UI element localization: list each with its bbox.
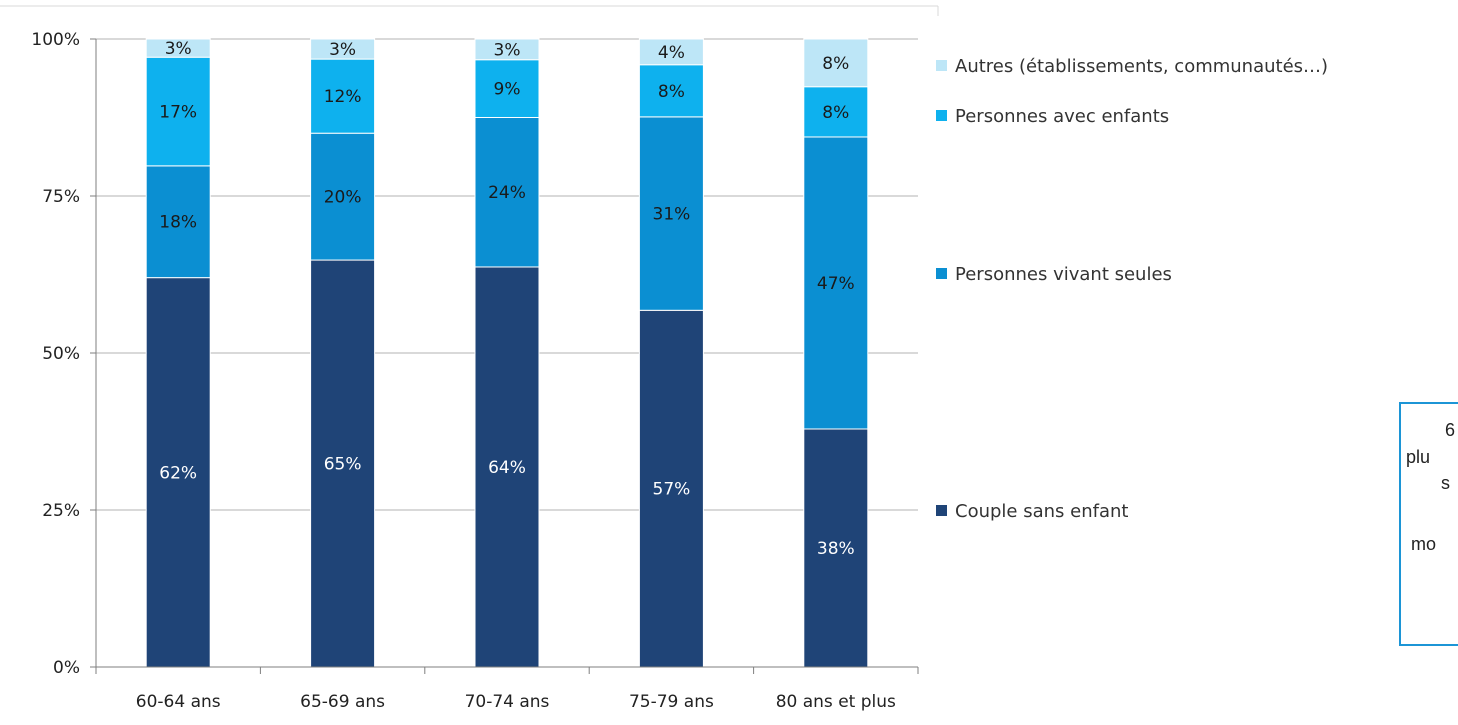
legend-swatch bbox=[936, 60, 947, 71]
bar-segment bbox=[638, 38, 704, 66]
bar-data-label: 3% bbox=[165, 39, 192, 59]
y-tick-label: 50% bbox=[42, 344, 80, 364]
bar-segment bbox=[474, 59, 540, 118]
bar-segment bbox=[145, 56, 211, 167]
bar-segment bbox=[803, 86, 869, 138]
bar-data-label: 65% bbox=[324, 455, 362, 475]
bar-segment bbox=[474, 117, 540, 268]
legend-label: Personnes vivant seules bbox=[955, 264, 1172, 285]
bar-data-label: 31% bbox=[653, 205, 691, 225]
bar-group: 62% 18% 17% 3% 65% 20% 12% 3% 64% 24% 9% 3% 57% 31% 8%… bbox=[145, 38, 869, 668]
legend-label: Personnes avec enfants bbox=[955, 106, 1169, 127]
bar-segment bbox=[145, 38, 211, 58]
bar-data-label: 57% bbox=[653, 480, 691, 500]
bar-data-label: 3% bbox=[494, 40, 521, 60]
side-box-text-line-3: s bbox=[1441, 473, 1450, 493]
x-tick-label: 65-69 ans bbox=[300, 692, 385, 712]
bar-data-label: 3% bbox=[329, 40, 356, 60]
bar-segment bbox=[310, 38, 376, 60]
bar-segment bbox=[638, 116, 704, 311]
x-tick-label: 80 ans et plus bbox=[776, 692, 896, 712]
y-tick-label: 25% bbox=[42, 501, 80, 521]
bar-data-label: 20% bbox=[324, 188, 362, 208]
side-box-text-line-2: plu bbox=[1406, 447, 1431, 467]
legend-swatch bbox=[936, 110, 947, 121]
bar-segment bbox=[803, 38, 869, 88]
bar-data-label: 4% bbox=[658, 43, 685, 63]
x-tick-label: 60-64 ans bbox=[136, 692, 221, 712]
legend-label: Autres (établissements, communautés…) bbox=[955, 56, 1328, 77]
bar-segment bbox=[474, 266, 540, 668]
bar-segment bbox=[145, 277, 211, 668]
legend-swatch bbox=[936, 268, 947, 279]
bar-data-label: 8% bbox=[822, 54, 849, 74]
y-axis-ticks: 0% 25% 50% 75% 100% bbox=[31, 30, 80, 678]
bar-segment bbox=[803, 136, 869, 430]
bar-data-label: 8% bbox=[658, 82, 685, 102]
bar-data-label: 38% bbox=[817, 539, 855, 559]
bar-segment bbox=[803, 428, 869, 668]
x-tick-label: 70-74 ans bbox=[465, 692, 550, 712]
x-tick-label: 75-79 ans bbox=[629, 692, 714, 712]
bar-segment bbox=[474, 38, 540, 61]
axes bbox=[0, 5, 939, 674]
bar-data-label: 9% bbox=[494, 80, 521, 100]
legend-swatch bbox=[936, 505, 947, 516]
bar-data-label: 8% bbox=[822, 103, 849, 123]
x-axis-ticks: 60-64 ans 65-69 ans 70-74 ans 75-79 ans 80 a… bbox=[136, 692, 896, 712]
bar-segment bbox=[638, 64, 704, 118]
bar-data-label: 12% bbox=[324, 87, 362, 107]
bar-data-label: 17% bbox=[159, 103, 197, 123]
bar-data-label: 62% bbox=[159, 463, 197, 483]
side-box-text-line-4: mo bbox=[1411, 534, 1437, 554]
y-tick-label: 0% bbox=[53, 658, 80, 678]
bar-data-label: 24% bbox=[488, 183, 526, 203]
side-box-text-line-1: 6 bbox=[1445, 420, 1456, 440]
bar-segment bbox=[310, 58, 376, 134]
bar-data-label: 47% bbox=[817, 274, 855, 294]
bar-data-label: 64% bbox=[488, 458, 526, 478]
bar-segment bbox=[638, 309, 704, 668]
bar-data-label: 18% bbox=[159, 213, 197, 233]
side-annotation-box: 6 plu s mo bbox=[1399, 402, 1458, 646]
y-tick-label: 75% bbox=[42, 187, 80, 207]
legend: Autres (établissements, communautés…) Per… bbox=[936, 56, 1328, 522]
legend-label: Couple sans enfant bbox=[955, 501, 1128, 522]
y-tick-label: 100% bbox=[31, 30, 80, 50]
